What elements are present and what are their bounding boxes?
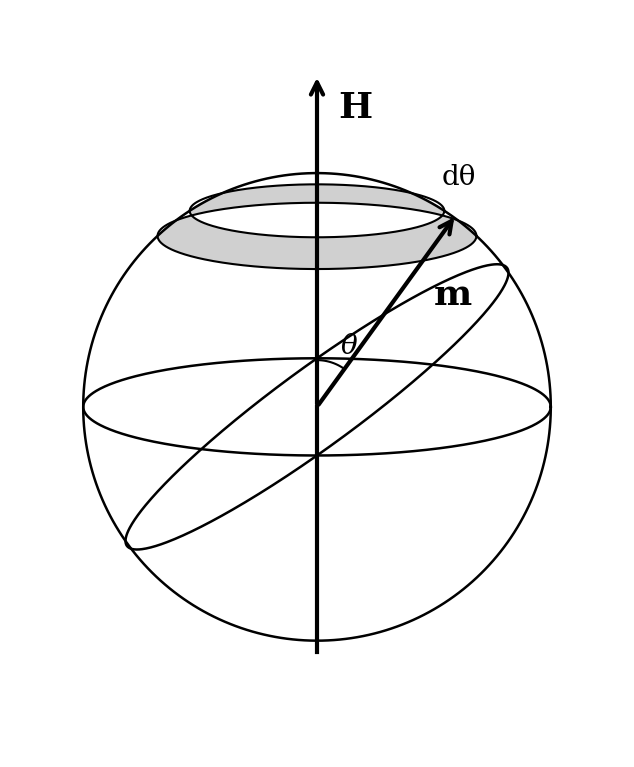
Polygon shape xyxy=(83,173,551,640)
Text: dθ: dθ xyxy=(442,164,476,192)
Text: θ: θ xyxy=(340,333,357,360)
Text: H: H xyxy=(338,91,372,125)
Polygon shape xyxy=(158,184,476,269)
Text: m: m xyxy=(434,278,472,312)
